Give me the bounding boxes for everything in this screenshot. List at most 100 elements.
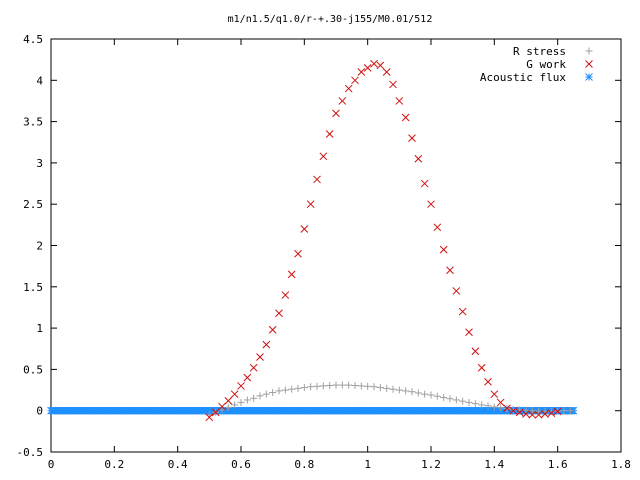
r-stress-point: [509, 405, 517, 413]
g-work-point: [515, 408, 524, 417]
r-stress-point: [528, 407, 536, 415]
r-stress-point: [218, 406, 226, 414]
g-work-point: [294, 249, 302, 258]
x-tick-label: 0: [48, 458, 55, 471]
r-stress-point: [319, 382, 327, 390]
r-stress-point: [269, 389, 277, 397]
g-work-point: [351, 76, 359, 85]
x-tick-label: 1: [364, 458, 371, 471]
plot-frame: [50, 38, 622, 453]
r-stress-point: [262, 390, 270, 398]
legend-marker: [585, 60, 593, 68]
g-work-point: [370, 59, 378, 68]
r-stress-point: [256, 392, 264, 400]
g-work-point: [224, 396, 233, 405]
g-work-point: [446, 266, 454, 275]
x-tick-label: 1.4: [484, 458, 504, 471]
g-work-point: [503, 404, 511, 413]
g-work-point: [382, 68, 391, 76]
r-stress-point: [376, 384, 384, 392]
r-stress-point: [250, 394, 258, 402]
chart-title: m1/n1.5/q1.0/r-+.30-j155/M0.01/512: [228, 14, 433, 25]
g-work-point: [541, 410, 549, 418]
legend-marker: [585, 47, 593, 55]
g-work-point: [275, 309, 283, 318]
g-work-point: [553, 407, 562, 416]
r-stress-point: [383, 384, 391, 392]
r-stress-point: [351, 382, 359, 390]
r-stress-point: [414, 389, 422, 397]
g-work-point: [484, 377, 492, 386]
g-work-point: [401, 113, 410, 122]
r-stress-point: [535, 407, 543, 415]
y-tick-label: 0: [36, 405, 43, 418]
r-stress-point: [478, 401, 486, 409]
legend-marker: [585, 73, 593, 81]
r-stress-point: [313, 382, 321, 390]
y-tick-label: 3: [36, 157, 43, 170]
r-stress-point: [560, 407, 568, 415]
g-work-point: [268, 325, 277, 334]
g-work-point: [313, 175, 321, 184]
g-work-point: [376, 61, 385, 70]
r-stress-point: [484, 402, 492, 410]
g-work-point: [509, 406, 518, 415]
r-stress-point: [275, 387, 283, 395]
r-stress-point: [243, 396, 251, 404]
g-work-point: [547, 409, 556, 418]
r-stress-point: [459, 397, 467, 405]
r-stress-point: [471, 400, 479, 408]
y-tick-label: 4.5: [23, 33, 43, 46]
x-tick-label: 0.2: [104, 458, 124, 471]
g-work-point: [496, 398, 505, 407]
g-work-point: [420, 179, 429, 188]
x-tick-label: 1.2: [421, 458, 441, 471]
r-stress-point: [490, 403, 498, 411]
r-stress-point: [326, 382, 334, 390]
g-work-point: [249, 363, 258, 372]
r-stress-point: [433, 392, 441, 400]
g-work-point: [395, 97, 404, 105]
g-work-point: [344, 84, 353, 93]
r-stress-point: [332, 381, 340, 389]
g-work-point: [534, 410, 543, 419]
y-tick-label: 3.5: [23, 116, 43, 129]
y-tick-label: 1: [36, 322, 43, 335]
r-stress-point: [446, 395, 454, 403]
y-tick-label: 2.5: [23, 198, 43, 211]
data-marks: [47, 59, 578, 422]
r-stress-point: [566, 407, 574, 415]
g-work-point: [452, 287, 461, 295]
r-stress-point: [231, 401, 239, 409]
y-tick-label: 2: [36, 240, 43, 253]
r-stress-point: [465, 398, 473, 406]
g-work-point: [281, 291, 290, 299]
g-work-point: [522, 410, 530, 418]
legend-label: R stress: [513, 45, 566, 58]
x-tick-label: 0.6: [231, 458, 251, 471]
g-work-point: [338, 97, 347, 105]
legend-label: G work: [526, 58, 566, 71]
r-stress-point: [294, 384, 302, 392]
r-stress-point: [237, 398, 245, 406]
y-tick-label: -0.5: [17, 446, 44, 459]
g-work-point: [477, 363, 486, 372]
r-stress-point: [427, 391, 435, 399]
r-stress-point: [281, 386, 289, 394]
g-work-point: [205, 413, 214, 422]
r-stress-point: [370, 383, 378, 391]
y-tick-label: 4: [36, 74, 43, 87]
r-stress-point: [345, 381, 353, 389]
g-work-point: [414, 154, 423, 163]
g-work-point: [230, 390, 239, 399]
r-stress-point: [300, 384, 308, 392]
x-tick-label: 1.6: [548, 458, 568, 471]
g-work-point: [243, 373, 252, 382]
g-work-point: [427, 200, 435, 209]
g-work-point: [363, 64, 372, 72]
g-work-point: [332, 109, 340, 118]
r-stress-point: [395, 386, 403, 394]
r-stress-point: [224, 403, 232, 411]
